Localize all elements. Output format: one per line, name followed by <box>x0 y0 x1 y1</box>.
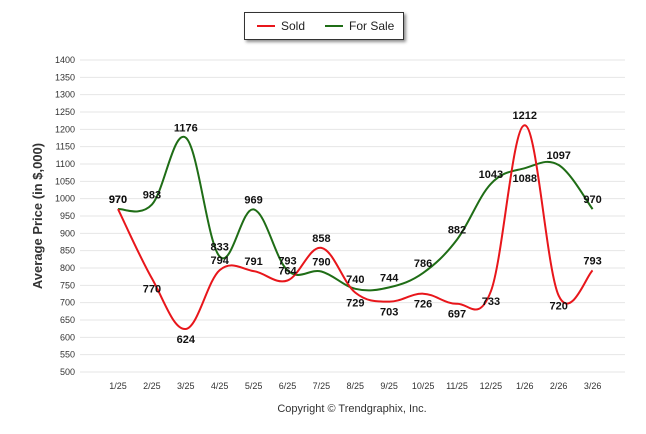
data-label-sold: 720 <box>550 301 568 313</box>
copyright-credit: Copyright © Trendgraphix, Inc. <box>277 403 426 415</box>
legend-sold-swatch <box>257 25 275 27</box>
data-label-sold: 697 <box>448 309 466 321</box>
y-tick-label: 1100 <box>56 159 75 169</box>
y-tick-label: 750 <box>60 280 75 290</box>
series-line-for-sale <box>117 135 594 292</box>
x-tick-label: 2/26 <box>550 381 568 391</box>
data-label-for-sale: 744 <box>380 272 399 284</box>
data-label-for-sale: 969 <box>244 194 262 206</box>
x-tick-label: 11/25 <box>446 381 468 391</box>
data-label-for-sale: 1043 <box>479 169 503 181</box>
data-label-sold: 764 <box>278 265 297 277</box>
data-label-for-sale: 1097 <box>546 150 570 162</box>
y-axis-ticks: 500 550 600 650 700 750 800 850 900 950 1000 1050 11… <box>55 55 75 377</box>
y-tick-label: 500 <box>60 367 75 377</box>
data-label-for-sale: 1176 <box>174 123 198 135</box>
data-label-for-sale: 882 <box>448 225 466 237</box>
data-label-sold: 703 <box>380 307 398 319</box>
y-tick-label: 1150 <box>56 142 75 152</box>
y-tick-label: 700 <box>60 298 75 308</box>
y-tick-label: 950 <box>60 211 75 221</box>
y-tick-label: 900 <box>60 228 75 238</box>
y-tick-label: 1300 <box>55 90 75 100</box>
x-tick-label: 1/25 <box>109 381 127 391</box>
x-tick-label: 9/25 <box>380 381 398 391</box>
y-tick-label: 1400 <box>55 55 75 65</box>
y-tick-label: 1050 <box>55 176 75 186</box>
series-line-sold <box>117 124 594 330</box>
data-label-sold: 791 <box>244 256 262 268</box>
x-tick-label: 2/25 <box>143 381 161 391</box>
data-label-sold: 1212 <box>513 110 537 122</box>
x-tick-label: 5/25 <box>245 381 263 391</box>
y-tick-label: 650 <box>60 315 75 325</box>
legend-sold-label: Sold <box>281 19 306 33</box>
data-label-sold: 726 <box>414 299 432 311</box>
y-tick-label: 800 <box>60 263 75 273</box>
y-tick-label: 850 <box>60 246 75 256</box>
y-tick-label: 600 <box>60 332 75 342</box>
series-lines <box>117 124 594 330</box>
data-label-sold: 770 <box>143 283 161 295</box>
data-label-sold: 970 <box>109 194 127 206</box>
x-tick-label: 10/25 <box>412 381 435 391</box>
data-label-for-sale: 970 <box>109 194 127 206</box>
data-label-for-sale: 786 <box>414 258 432 270</box>
x-tick-label: 3/26 <box>584 381 602 391</box>
legend: Sold For Sale <box>244 12 404 40</box>
y-tick-label: 550 <box>60 350 75 360</box>
y-tick-label: 1350 <box>55 72 75 82</box>
data-label-sold: 793 <box>583 255 601 267</box>
legend-for-sale-swatch <box>325 25 343 27</box>
y-axis-label: Average Price (in $,000) <box>30 143 45 289</box>
data-label-sold: 794 <box>211 255 230 267</box>
y-tick-label: 1000 <box>55 194 75 204</box>
y-tick-label: 1200 <box>55 124 75 134</box>
x-tick-label: 3/25 <box>177 381 195 391</box>
data-label-sold: 729 <box>346 298 364 310</box>
data-label-for-sale: 790 <box>312 256 330 268</box>
legend-for-sale-label: For Sale <box>349 19 395 33</box>
x-tick-label: 12/25 <box>480 381 503 391</box>
data-label-sold: 733 <box>482 296 500 308</box>
x-tick-label: 4/25 <box>211 381 229 391</box>
data-label-sold: 624 <box>177 334 196 346</box>
data-label-for-sale: 740 <box>346 274 364 286</box>
x-tick-label: 1/26 <box>516 381 534 391</box>
data-labels: 970 770 624 794 791 764 858 729 703 726 697 733 1212… <box>109 110 602 346</box>
data-label-sold: 858 <box>312 233 330 245</box>
x-tick-label: 6/25 <box>279 381 297 391</box>
data-label-for-sale: 983 <box>143 190 161 202</box>
data-label-for-sale: 1088 <box>513 173 537 185</box>
data-label-for-sale: 793 <box>278 255 296 267</box>
data-label-for-sale: 970 <box>583 194 601 206</box>
x-tick-label: 8/25 <box>347 381 365 391</box>
x-axis-ticks: 1/25 2/25 3/25 4/25 5/25 6/25 7/25 8/25 9/25 10/2… <box>109 381 601 391</box>
data-label-for-sale: 833 <box>211 242 229 254</box>
y-tick-label: 1250 <box>55 107 75 117</box>
x-tick-label: 7/25 <box>313 381 331 391</box>
